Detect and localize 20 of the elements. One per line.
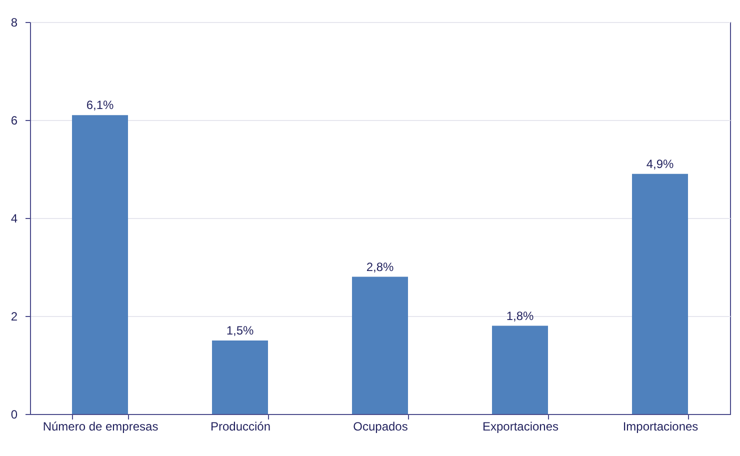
data-label: 2,8% (366, 260, 394, 274)
data-label: 1,8% (506, 308, 534, 323)
y-tick-label: 2 (10, 310, 18, 324)
data-label: 1,5% (226, 324, 254, 338)
x-tick-label: Número de empresas (42, 420, 158, 434)
y-tick-label: 4 (10, 212, 18, 226)
data-label: 6,1% (86, 98, 114, 112)
data-label: 4,9% (646, 156, 674, 171)
x-tick-label: Importaciones (622, 420, 698, 434)
bar (492, 326, 548, 414)
y-tick-label: 8 (10, 16, 18, 30)
bar (632, 174, 688, 414)
y-tick-label: 6 (10, 114, 18, 128)
bar (72, 115, 128, 414)
bar (352, 276, 408, 414)
y-tick-label: 0 (10, 408, 18, 422)
bar (212, 340, 268, 414)
x-tick-label: Producción (210, 420, 271, 434)
x-tick-label: Exportaciones (482, 420, 559, 434)
x-tick-label: Ocupados (353, 420, 408, 434)
